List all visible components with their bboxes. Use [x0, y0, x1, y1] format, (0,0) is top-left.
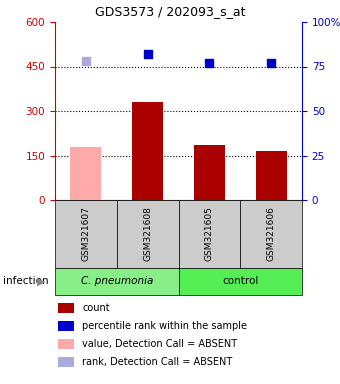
Bar	[194, 145, 225, 200]
Text: C. pneumonia: C. pneumonia	[81, 276, 153, 286]
Text: value, Detection Call = ABSENT: value, Detection Call = ABSENT	[82, 339, 237, 349]
Text: control: control	[222, 276, 258, 286]
Text: rank, Detection Call = ABSENT: rank, Detection Call = ABSENT	[82, 357, 233, 367]
Text: count: count	[82, 303, 110, 313]
Text: infection: infection	[3, 276, 49, 286]
Bar	[70, 147, 101, 200]
Point	[268, 60, 274, 66]
Text: ▶: ▶	[37, 276, 46, 286]
Point	[207, 60, 212, 66]
Bar	[256, 151, 287, 200]
Text: GSM321607: GSM321607	[81, 207, 90, 262]
Text: percentile rank within the sample: percentile rank within the sample	[82, 321, 247, 331]
Bar	[132, 102, 163, 200]
Point	[145, 51, 150, 57]
Point	[83, 58, 89, 64]
Text: GSM321606: GSM321606	[267, 207, 276, 262]
Text: GSM321608: GSM321608	[143, 207, 152, 262]
Text: GDS3573 / 202093_s_at: GDS3573 / 202093_s_at	[95, 5, 245, 18]
Text: GSM321605: GSM321605	[205, 207, 214, 262]
